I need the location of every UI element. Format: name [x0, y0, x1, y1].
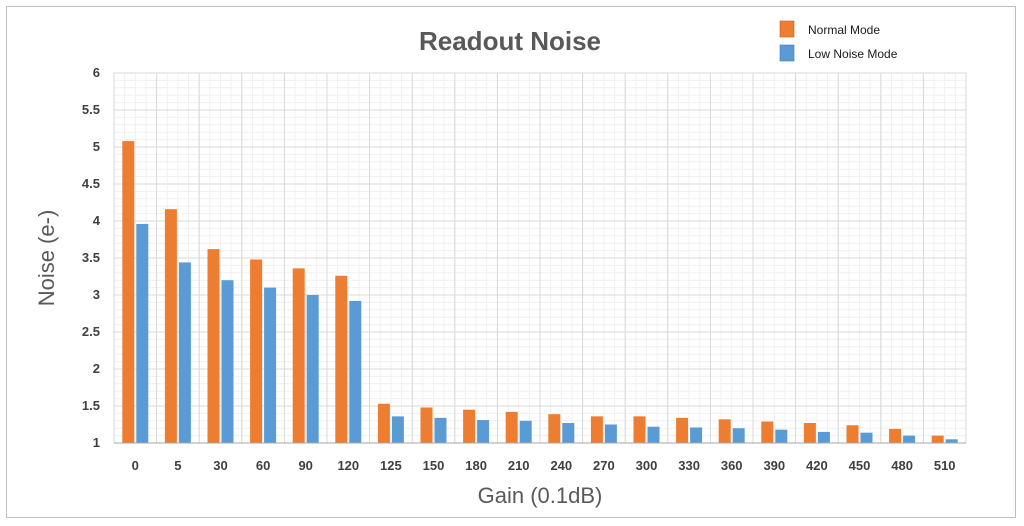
y-tick-label: 4.5	[82, 176, 100, 191]
bar-low-noise-mode-60	[264, 287, 277, 443]
bar-low-noise-mode-30	[221, 280, 234, 443]
bar-low-noise-mode-180	[477, 420, 490, 443]
y-tick-label: 1.5	[82, 398, 100, 413]
bar-normal-mode-330	[676, 417, 689, 443]
x-tick-label: 450	[849, 458, 871, 473]
y-tick-label: 5.5	[82, 102, 100, 117]
y-tick-label: 1	[93, 435, 100, 450]
legend-swatch-normal-mode	[779, 20, 795, 38]
bar-normal-mode-420	[803, 423, 816, 443]
x-axis-title: Gain (0.1dB)	[478, 483, 603, 508]
bar-normal-mode-300	[633, 416, 646, 443]
x-tick-label: 360	[721, 458, 743, 473]
bar-series	[122, 141, 958, 443]
bar-low-noise-mode-90	[306, 295, 319, 443]
x-tick-label: 180	[465, 458, 487, 473]
bar-normal-mode-90	[292, 268, 305, 443]
x-tick-label: 30	[213, 458, 227, 473]
y-tick-label: 4	[93, 213, 101, 228]
bar-normal-mode-125	[377, 403, 390, 443]
y-tick-label: 2	[93, 361, 100, 376]
major-gridlines	[113, 72, 967, 444]
x-tick-label: 420	[806, 458, 828, 473]
bar-normal-mode-510	[931, 435, 944, 443]
bar-low-noise-mode-210	[519, 420, 532, 443]
y-tick-label: 3	[93, 287, 100, 302]
x-tick-label: 270	[593, 458, 615, 473]
bar-low-noise-mode-450	[860, 432, 873, 443]
legend-label-normal-mode: Normal Mode	[808, 23, 880, 37]
bar-normal-mode-150	[420, 407, 433, 443]
y-axis-tick-labels: 1 1.5 2 2.5 3 3.5 4 4.5 5 5.5 6	[82, 65, 101, 450]
bar-low-noise-mode-5	[178, 262, 191, 443]
legend-label-low-noise-mode: Low Noise Mode	[808, 47, 898, 61]
bar-normal-mode-450	[846, 425, 859, 443]
bar-low-noise-mode-330	[690, 427, 703, 443]
x-tick-label: 125	[380, 458, 402, 473]
x-tick-label: 210	[508, 458, 530, 473]
bar-low-noise-mode-240	[562, 423, 575, 443]
bar-low-noise-mode-300	[647, 426, 660, 443]
legend: Normal Mode Low Noise Mode	[779, 20, 898, 62]
x-tick-label: 90	[298, 458, 312, 473]
y-tick-label: 5	[93, 139, 100, 154]
x-tick-label: 510	[934, 458, 956, 473]
bar-low-noise-mode-420	[817, 431, 830, 443]
y-tick-label: 2.5	[82, 324, 100, 339]
x-tick-label: 330	[678, 458, 700, 473]
bar-normal-mode-210	[505, 411, 518, 443]
bar-normal-mode-390	[761, 421, 774, 443]
bar-normal-mode-180	[463, 409, 476, 443]
x-tick-label: 390	[763, 458, 785, 473]
bar-low-noise-mode-150	[434, 417, 447, 443]
bar-normal-mode-480	[889, 428, 902, 443]
y-axis-title: Noise (e-)	[34, 210, 59, 307]
x-tick-label: 120	[337, 458, 359, 473]
bar-normal-mode-30	[207, 249, 220, 443]
y-tick-label: 3.5	[82, 250, 100, 265]
bar-low-noise-mode-270	[604, 424, 617, 443]
x-tick-label: 480	[891, 458, 913, 473]
x-tick-label: 150	[423, 458, 445, 473]
x-tick-label: 5	[174, 458, 181, 473]
x-tick-label: 60	[256, 458, 270, 473]
legend-swatch-low-noise-mode	[779, 44, 795, 62]
bar-normal-mode-360	[718, 419, 731, 443]
bar-low-noise-mode-0	[136, 223, 149, 443]
x-tick-label: 300	[636, 458, 658, 473]
bar-normal-mode-270	[590, 416, 603, 443]
bar-low-noise-mode-120	[349, 300, 362, 443]
bar-normal-mode-5	[164, 209, 177, 443]
chart-title: Readout Noise	[419, 26, 601, 56]
bar-normal-mode-240	[548, 414, 561, 443]
y-tick-label: 6	[93, 65, 100, 80]
bar-low-noise-mode-125	[391, 416, 404, 443]
x-axis-tick-labels: 0 5 30 60 90 120 125 150 180 210 240 270 300 330 360 39…	[132, 458, 956, 473]
x-tick-label: 240	[550, 458, 572, 473]
bar-low-noise-mode-510	[945, 439, 958, 443]
bar-normal-mode-60	[250, 259, 263, 443]
bar-low-noise-mode-480	[903, 435, 916, 443]
bar-normal-mode-120	[335, 275, 348, 443]
bar-low-noise-mode-360	[732, 428, 745, 443]
bar-low-noise-mode-390	[775, 429, 788, 443]
bar-normal-mode-0	[122, 141, 135, 443]
x-tick-label: 0	[132, 458, 139, 473]
